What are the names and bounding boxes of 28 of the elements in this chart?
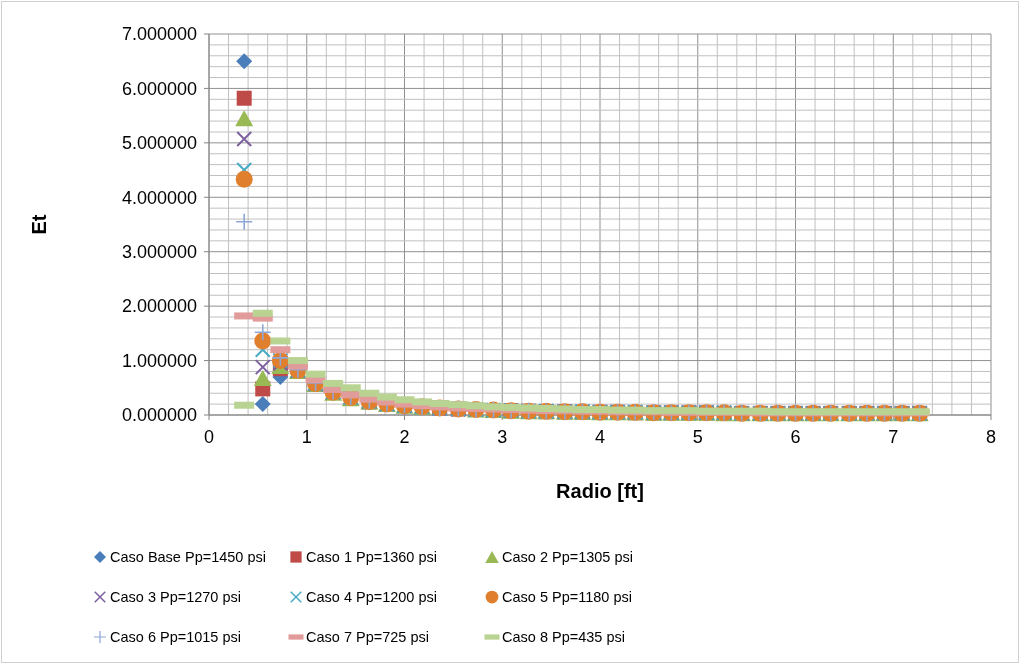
legend-label: Caso 6 Pp=1015 psi — [110, 629, 241, 646]
x-tick-label: 4 — [594, 427, 606, 447]
y-tick-label: 3.000000 — [121, 242, 197, 263]
legend-label: Caso 1 Pp=1360 psi — [306, 549, 437, 566]
x-tick-label: 5 — [692, 427, 703, 447]
y-tick-label: 0.000000 — [121, 405, 197, 426]
y-axis-title: Et — [28, 214, 50, 235]
y-tick-label: 2.000000 — [121, 296, 197, 317]
x-tick-label: 0 — [203, 427, 215, 447]
legend-label: Caso 2 Pp=1305 psi — [502, 549, 633, 566]
legend-label: Caso 5 Pp=1180 psi — [502, 589, 632, 606]
x-tick-label: 6 — [790, 427, 801, 447]
x-tick-label: 7 — [888, 427, 899, 447]
legend-label: Caso 4 Pp=1200 psi — [306, 589, 437, 606]
legend-label: Caso 7 Pp=725 psi — [306, 629, 429, 646]
y-tick-label: 5.000000 — [121, 133, 197, 154]
x-axis-title: Radio [ft] — [556, 480, 644, 502]
x-tick-label: 2 — [399, 427, 410, 447]
x-tick-label: 3 — [497, 427, 508, 447]
y-tick-label: 1.000000 — [121, 350, 197, 371]
y-tick-label: 4.000000 — [121, 187, 197, 208]
legend-label: Caso Base Pp=1450 psi — [110, 549, 266, 566]
legend-label: Caso 8 Pp=435 psi — [502, 629, 625, 646]
legend-label: Caso 3 Pp=1270 psi — [110, 589, 241, 606]
x-tick-label: 8 — [985, 427, 997, 447]
y-tick-label: 6.000000 — [121, 78, 197, 99]
x-tick-label: 1 — [301, 427, 312, 447]
y-tick-label: 7.000000 — [121, 24, 197, 45]
